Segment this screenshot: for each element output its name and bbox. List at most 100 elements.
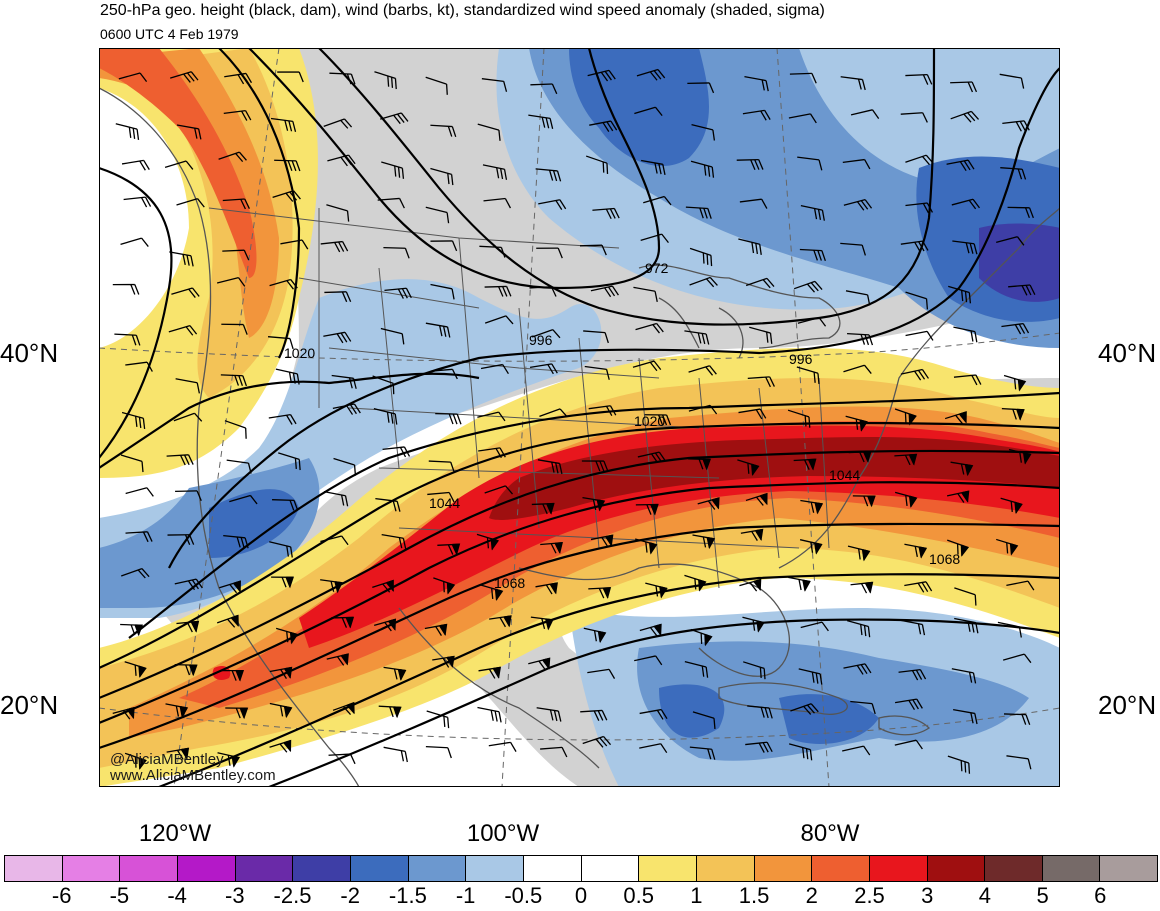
wind-barb xyxy=(952,240,978,255)
wind-barb xyxy=(112,706,135,720)
colorbar-swatch xyxy=(985,856,1043,881)
wind-barb xyxy=(1006,580,1035,591)
colorbar-tick-label: 0.5 xyxy=(623,883,654,908)
wind-barb xyxy=(950,461,974,477)
wind-barb xyxy=(582,497,606,512)
colorbar-swatch xyxy=(120,856,178,881)
credit-url: www.AliciaMBentley.com xyxy=(110,767,276,784)
wind-barb xyxy=(585,155,609,174)
wind-barb xyxy=(894,408,917,426)
wind-barb xyxy=(430,167,454,186)
wind-barb xyxy=(904,581,933,593)
wind-barb xyxy=(796,366,820,385)
colorbar-swatch xyxy=(350,856,409,881)
shade-neg-deep-ne xyxy=(979,223,1060,302)
wind-barb xyxy=(900,368,929,381)
wind-barb xyxy=(688,365,717,376)
wind-barb xyxy=(221,669,245,682)
wind-barb xyxy=(270,117,297,132)
wind-barb xyxy=(787,409,811,428)
wind-barb xyxy=(1001,407,1025,421)
wind-barb xyxy=(797,316,827,327)
wind-barb xyxy=(540,746,568,758)
wind-barb xyxy=(530,83,558,95)
wind-barb xyxy=(843,663,872,675)
wind-barb xyxy=(176,620,200,633)
wind-barb xyxy=(793,458,817,471)
wind-barb xyxy=(326,204,350,222)
colorbar-swatch xyxy=(293,856,351,881)
wind-barb xyxy=(383,246,410,259)
wind-barb xyxy=(382,446,411,458)
wind-barb xyxy=(637,451,666,464)
wind-barb xyxy=(800,205,825,221)
wind-barb xyxy=(739,198,768,209)
wind-barb xyxy=(788,576,811,592)
colorbar-tick-label: -6 xyxy=(51,883,72,908)
colorbar-tick-label: 4 xyxy=(978,883,992,908)
wind-barb xyxy=(788,113,817,124)
wind-barb xyxy=(588,587,612,599)
wind-barb xyxy=(269,666,293,679)
wind-barb xyxy=(954,587,977,606)
wind-barb xyxy=(738,408,767,420)
wind-barb xyxy=(697,497,720,510)
wind-barb xyxy=(843,364,872,374)
wind-barb xyxy=(280,239,309,250)
wind-barb xyxy=(582,735,612,748)
wind-barb xyxy=(685,206,712,219)
wind-barb xyxy=(737,459,760,477)
wind-barb xyxy=(692,711,716,730)
wind-barb xyxy=(997,621,1022,638)
wind-barb xyxy=(953,326,978,343)
lon-120w: 120°W xyxy=(138,820,212,847)
wind-barb xyxy=(535,582,558,595)
wind-barb xyxy=(798,668,823,685)
wind-barb xyxy=(381,533,407,549)
wind-barb xyxy=(219,580,241,594)
wind-barb xyxy=(435,412,462,425)
wind-barb xyxy=(745,277,775,289)
wind-barb xyxy=(481,78,508,92)
wind-barb xyxy=(430,368,458,380)
wind-barb xyxy=(425,745,452,759)
wind-barb xyxy=(996,236,1025,246)
wind-barb xyxy=(745,741,773,753)
wind-barb xyxy=(482,164,508,180)
colorbar-tick-label: -2.5 xyxy=(273,883,312,908)
wind-barb xyxy=(479,245,506,258)
wind-barb xyxy=(840,242,867,256)
wind-barb xyxy=(583,627,607,644)
shade-pos-redorange-jet xyxy=(179,421,1060,708)
wind-barb xyxy=(633,286,658,302)
wind-barb xyxy=(484,485,514,495)
wind-barb xyxy=(216,277,246,287)
wind-barb xyxy=(222,249,250,261)
wind-barb xyxy=(477,123,501,141)
wind-barb xyxy=(123,196,152,208)
colorbar-swatch xyxy=(812,856,870,881)
wind-barb xyxy=(639,743,668,754)
wind-barb xyxy=(120,623,144,637)
wind-barb xyxy=(690,160,715,178)
wind-barb xyxy=(124,661,147,678)
wind-barb xyxy=(531,502,555,515)
colorbar-tick-label: -2 xyxy=(340,883,360,908)
wind-barb xyxy=(684,660,709,678)
wind-barb xyxy=(905,73,933,85)
graticule xyxy=(99,48,1060,787)
wind-barb xyxy=(740,528,764,541)
wind-barb xyxy=(166,747,190,760)
colorbar-tick-label: 1 xyxy=(690,883,703,908)
wind-barb xyxy=(843,198,873,211)
contour-label: 1068 xyxy=(494,575,525,591)
wind-barb xyxy=(225,707,249,720)
wind-barb xyxy=(268,413,297,425)
wind-barb xyxy=(635,503,659,516)
wind-barb xyxy=(588,405,617,417)
wind-barb xyxy=(1003,713,1031,725)
wind-barb xyxy=(898,669,927,681)
wind-barb xyxy=(592,207,620,220)
colorbar-tick-label: -0.5 xyxy=(504,883,543,908)
wind-barb xyxy=(478,447,506,459)
